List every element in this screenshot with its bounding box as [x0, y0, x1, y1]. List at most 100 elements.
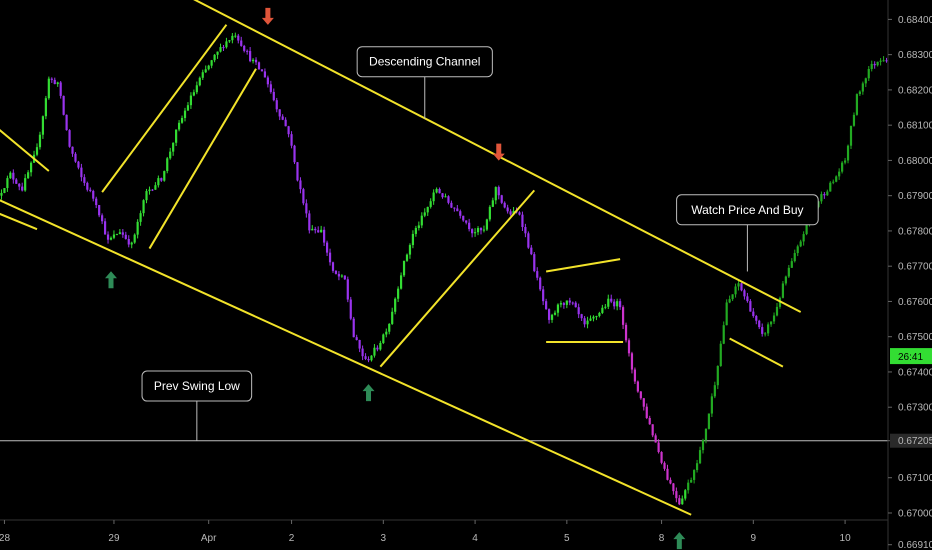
- candle-body: [790, 261, 793, 268]
- candle-body: [65, 114, 68, 131]
- price-axis[interactable]: 0.68400 0.68300 0.68200 0.68100 0.68000 0.679…: [887, 0, 932, 550]
- candle-body: [843, 160, 847, 163]
- candle-body: [879, 60, 882, 62]
- candle-body: [213, 54, 216, 61]
- candle-body: [500, 195, 503, 203]
- candle-body: [802, 234, 805, 242]
- candle-body: [376, 347, 379, 350]
- candle-body: [269, 84, 272, 92]
- candle-body: [693, 470, 696, 480]
- candle-body: [823, 194, 826, 196]
- candle-body: [852, 114, 856, 126]
- candle-body: [482, 229, 486, 231]
- candle-body: [323, 229, 326, 243]
- candle-body: [101, 215, 104, 222]
- time-tick-label: Apr: [201, 533, 217, 544]
- candle-body: [465, 220, 468, 223]
- candle-body: [204, 69, 207, 73]
- time-tick-label: 4: [472, 533, 478, 544]
- callout-label: Descending Channel: [369, 55, 480, 69]
- candle-body: [317, 230, 320, 233]
- candle-body: [331, 262, 335, 271]
- candle-body: [157, 178, 160, 186]
- candle-body: [758, 320, 761, 328]
- candle-body: [725, 302, 728, 326]
- candle-body: [388, 323, 391, 332]
- candle-body: [121, 232, 124, 235]
- candle-body: [704, 428, 708, 441]
- candle-body: [497, 187, 500, 196]
- candle-body: [263, 71, 267, 78]
- candle-body: [621, 307, 625, 325]
- callout[interactable]: Prev Swing Low: [141, 370, 253, 441]
- candle-body: [222, 47, 225, 49]
- candle-body: [456, 208, 459, 212]
- candle-body: [562, 303, 565, 305]
- candle-body: [642, 398, 645, 407]
- candle-body: [12, 172, 15, 180]
- candle-body: [302, 189, 305, 204]
- candle-body: [767, 324, 770, 334]
- price-tick-label: 0.67600: [898, 297, 932, 308]
- candle-body: [334, 270, 338, 274]
- candle-body: [18, 183, 21, 187]
- candle-body: [639, 391, 642, 399]
- time-axis[interactable]: 28 29 Apr 2 3 4 5 8 9 10: [0, 519, 888, 544]
- candle-body: [441, 193, 444, 198]
- candle-body: [142, 200, 145, 214]
- candle-body: [367, 358, 370, 361]
- candle-body: [855, 94, 859, 115]
- candle-body: [249, 51, 252, 62]
- candle-body: [177, 122, 181, 130]
- callout[interactable]: Descending Channel: [356, 46, 493, 119]
- candle-body: [873, 63, 876, 66]
- candle-body: [296, 162, 299, 181]
- candle-body: [385, 331, 388, 335]
- candle-body: [580, 314, 583, 319]
- candle-body: [616, 301, 619, 307]
- candle-body: [314, 228, 317, 231]
- candle-body: [633, 369, 637, 382]
- arrow-up-icon: [105, 271, 117, 289]
- candle-body: [29, 162, 33, 173]
- callout-box: [676, 194, 819, 226]
- candle-body: [835, 176, 838, 182]
- candle-body: [364, 356, 367, 359]
- candle-body: [506, 207, 509, 212]
- candle-body: [98, 205, 101, 216]
- candle-body: [92, 191, 95, 199]
- candle-body: [867, 68, 870, 79]
- candle-body: [545, 301, 548, 310]
- candle-body: [320, 229, 323, 233]
- candle-body: [530, 247, 533, 255]
- arrow-up-icon: [673, 532, 686, 550]
- candle-body: [722, 325, 725, 344]
- callouts-layer: Descending Channel Prev Swing Low Watch Pr…: [141, 46, 819, 441]
- candle-body: [681, 498, 684, 505]
- time-tick-label: 28: [0, 533, 10, 544]
- candle-body: [74, 153, 77, 162]
- candle-body: [198, 77, 201, 86]
- candle-body: [678, 498, 681, 505]
- candle-body: [305, 203, 308, 214]
- candle-body: [707, 413, 711, 429]
- candle-body: [559, 303, 563, 305]
- candle-body: [568, 300, 571, 303]
- candle-body: [459, 211, 462, 216]
- candle-body: [793, 253, 796, 262]
- price-tick-label: 0.68100: [898, 121, 932, 132]
- candle-body: [870, 63, 873, 69]
- candle-body: [352, 318, 355, 338]
- trendline: [0, 128, 50, 172]
- candle-body: [210, 60, 213, 66]
- callout[interactable]: Watch Price And Buy: [676, 194, 819, 272]
- candle-body: [787, 267, 790, 277]
- level-price-tag-label: 0.67205: [898, 436, 932, 447]
- candle-body: [151, 189, 154, 191]
- candle-body: [476, 228, 480, 233]
- candle-body: [604, 306, 607, 308]
- candle-body: [89, 189, 92, 192]
- candle-body: [764, 333, 767, 335]
- candle-body: [53, 79, 56, 85]
